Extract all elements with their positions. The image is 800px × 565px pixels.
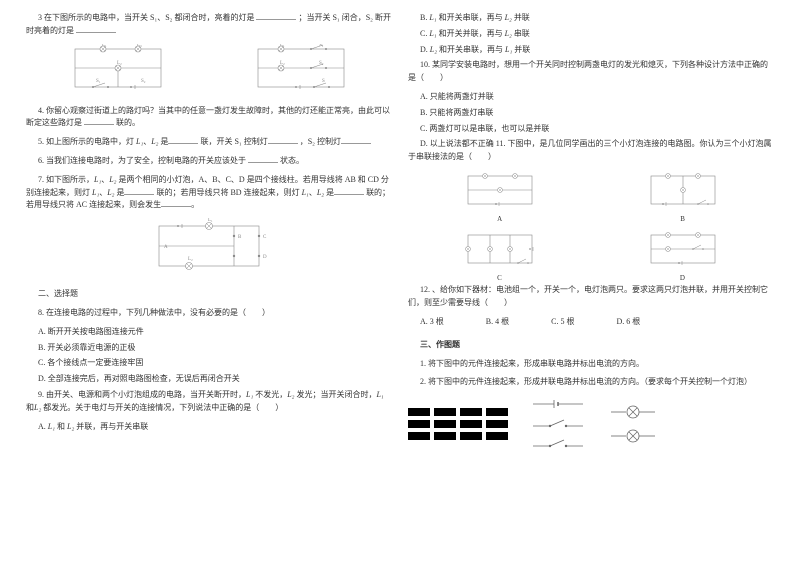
circuit-1: L₁ L₃ L₂ S₁ S₂	[63, 44, 173, 99]
question-10: 10. 某同学安装电路时，想用一个开关同时控制两盏电灯的发光和熄灭，下列各种设计…	[408, 59, 774, 85]
switch-icon	[528, 417, 588, 431]
bulb-icon-2	[608, 427, 658, 445]
circuit-q7: L₁ L₂ A B C D	[26, 218, 392, 278]
q11-circuit-d	[643, 229, 723, 269]
component-symbols	[528, 397, 588, 451]
q11-circuit-b	[643, 170, 723, 210]
q8-opt-b: B. 开关必须靠近电源的正极	[26, 342, 392, 355]
question-4: 4. 你留心观察过街道上的路灯吗？当其中的任意一盏灯发生故障时，其他的灯还能正常…	[26, 105, 392, 131]
svg-text:S: S	[322, 79, 325, 84]
q3-text-a: 3 在下图所示的电路中，当开关 S₁、S₂ 都闭合时，亮着的灯是	[38, 13, 254, 22]
svg-text:B: B	[238, 235, 242, 240]
bulb-symbols	[608, 403, 658, 445]
task-2: 2. 将下图中的元件连接起来，形成并联电路并标出电流的方向。（要求每个开关控制一…	[408, 376, 774, 389]
svg-text:S₂: S₂	[141, 79, 146, 84]
svg-text:L₁: L₁	[102, 44, 107, 48]
svg-text:S₁: S₁	[319, 44, 324, 48]
svg-text:L₁: L₁	[208, 218, 213, 223]
blank	[76, 25, 116, 33]
svg-text:S₂: S₂	[319, 61, 324, 66]
question-7: 7. 如下图所示，L₁、L₂ 是两个相同的小灯泡，A、B、C、D 是四个接线柱。…	[26, 174, 392, 212]
task-1: 1. 将下图中的元件连接起来，形成串联电路并标出电流的方向。	[408, 358, 774, 371]
question-8: 8. 在连接电路的过程中，下列几种做法中，没有必要的是（ ）	[26, 307, 392, 320]
q9-opt-b: B. L₁ 和开关串联，再与 L₂ 并联	[408, 12, 774, 25]
label-row-ab: AB	[408, 214, 774, 225]
question-9: 9. 由开关、电源和两个小灯泡组成的电路，当开关断开时，L₁ 不发光，L₂ 发光…	[26, 389, 392, 415]
q8-opt-c: C. 各个接线点一定要连接牢固	[26, 357, 392, 370]
question-3: 3 在下图所示的电路中，当开关 S₁、S₂ 都闭合时，亮着的灯是 ；当开关 S₁…	[26, 12, 392, 38]
question-12: 12. 、给你如下器材：电池组一个，开关一个，电灯泡两只。要求这两只灯泡并联，并…	[408, 284, 774, 310]
q12-options: A. 3 根 B. 4 根 C. 5 根 D. 6 根	[408, 316, 774, 329]
battery-icon	[528, 397, 588, 411]
svg-text:L₁: L₁	[280, 44, 285, 48]
q10-opt-d-q11: D. 以上说法都不正确 11. 下图中，是几位同学画出的三个小灯泡连接的电路图。…	[408, 138, 774, 164]
question-6: 6. 当我们连接电路时，为了安全，控制电路的开关应该处于 状态。	[26, 155, 392, 168]
section-2-title: 二、选择题	[26, 288, 392, 301]
q11-circuits-row1	[408, 170, 774, 210]
svg-text:S₁: S₁	[96, 79, 101, 84]
circuit-diagrams-row: L₁ L₃ L₂ S₁ S₂ L₁ S₁ L₂ S₂	[26, 44, 392, 99]
svg-text:L₂: L₂	[117, 61, 122, 66]
section-3-title: 三、作图题	[408, 339, 774, 352]
bulb-icon	[608, 403, 658, 421]
q11-circuits-row2	[408, 229, 774, 269]
label-row-cd: CD	[408, 273, 774, 284]
svg-text:A: A	[164, 245, 168, 250]
circuit-2: L₁ S₁ L₂ S₂ S	[246, 44, 356, 99]
q10-opt-b: B. 只能将两盏灯串联	[408, 107, 774, 120]
question-5: 5. 如上图所示的电路中，灯 L₁、L₂ 是 联，开关 S₁ 控制灯 ，S₂ 控…	[26, 136, 392, 149]
svg-text:D: D	[263, 255, 267, 260]
svg-text:L₂: L₂	[280, 61, 285, 66]
q10-opt-a: A. 只能将两盏灯并联	[408, 91, 774, 104]
bottom-components	[408, 397, 774, 451]
switch-icon-2	[528, 437, 588, 451]
svg-text:C: C	[263, 235, 267, 240]
black-grid	[408, 408, 508, 440]
q8-opt-d: D. 全部连接完后，再对照电路图检查，无误后再闭合开关	[26, 373, 392, 386]
q9-opt-c: C. L₁ 和开关并联，再与 L₂ 串联	[408, 28, 774, 41]
q10-opt-c: C. 两盏灯可以是串联，也可以是并联	[408, 123, 774, 136]
q11-circuit-c	[460, 229, 540, 269]
q9-opt-a: A. L₁ 和 L₂ 并联，再与开关串联	[26, 421, 392, 434]
svg-text:L₃: L₃	[137, 44, 142, 48]
blank	[84, 117, 114, 125]
q11-circuit-a	[460, 170, 540, 210]
q8-opt-a: A. 断开开关按电路图连接元件	[26, 326, 392, 339]
svg-text:L₂: L₂	[188, 257, 193, 262]
blank	[256, 12, 296, 20]
q9-opt-d: D. L₂ 和开关串联，再与 L₁ 并联	[408, 44, 774, 57]
